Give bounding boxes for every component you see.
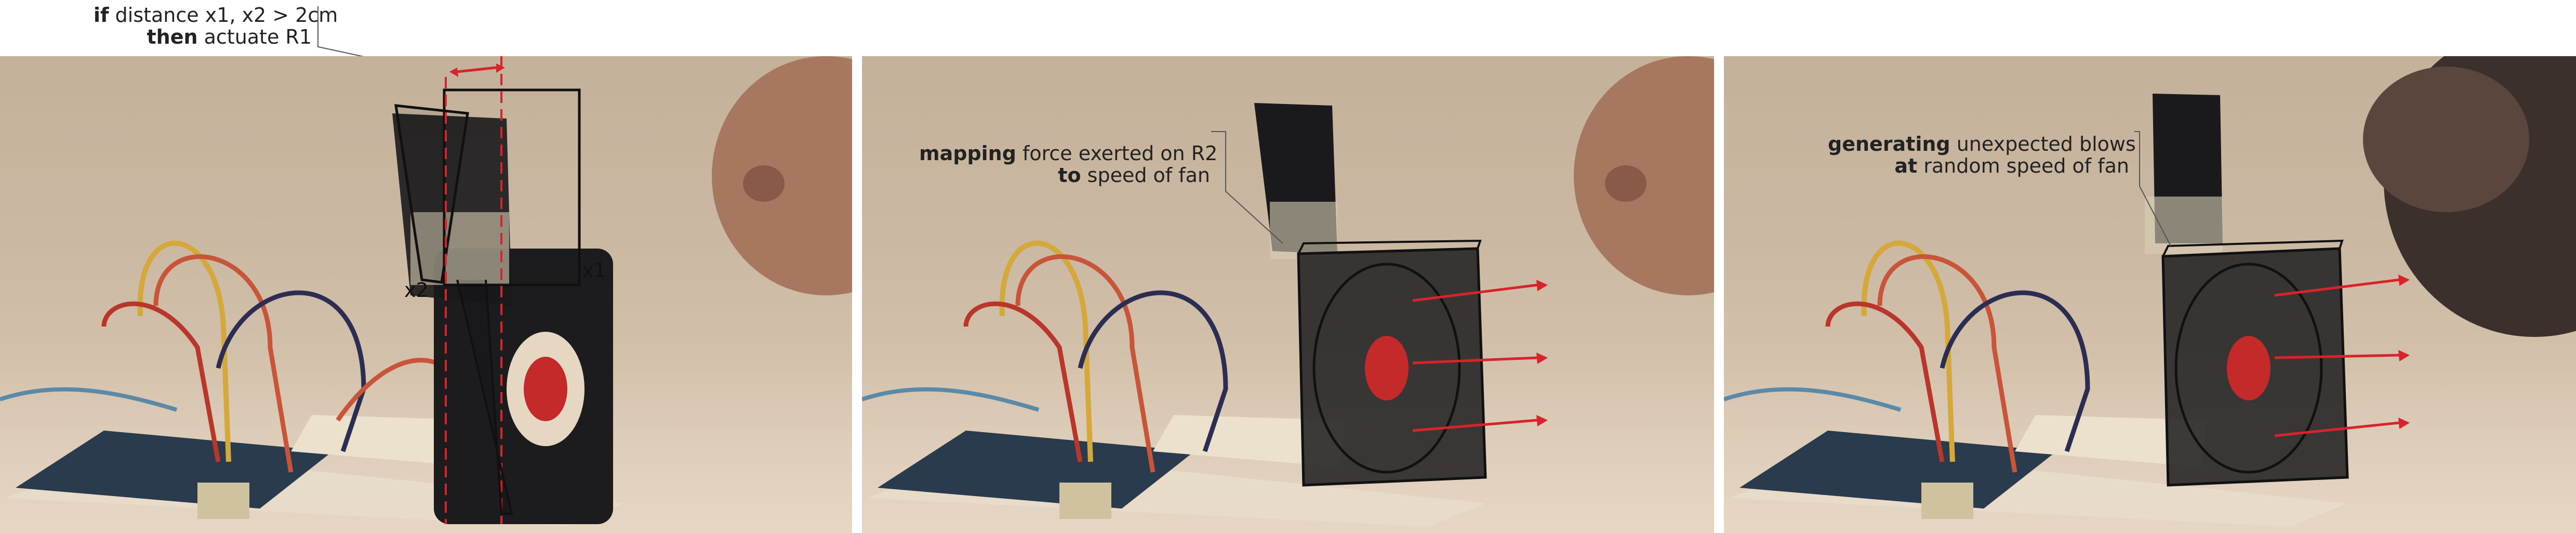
photo-panel-3: generating unexpected blows at random sp… [1724, 56, 2576, 533]
airflow-arrows-2 [1412, 283, 1538, 432]
label-x1: x1 [582, 259, 606, 282]
distance-arrow [457, 66, 497, 73]
usb-port [197, 483, 249, 519]
caption-2: mapping force exerted on R2 to speed of … [919, 142, 1218, 187]
caption-1-line-1: if distance x1, x2 > 2cm [94, 4, 338, 27]
caption-1: if distance x1, x2 > 2cm then actuate R1 [94, 4, 338, 48]
photo-panel-1: x2 x1 [0, 56, 852, 533]
panel-3-scene [1724, 56, 2576, 527]
photo-panel-2: mapping force exerted on R2 to speed of … [862, 56, 1714, 533]
arduino-board [16, 431, 333, 509]
projection-outline [456, 279, 513, 515]
caption-1-line-2: then actuate R1 [147, 25, 312, 48]
caption-3: generating unexpected blows at random sp… [1828, 133, 2136, 177]
panel-2-scene [862, 56, 1714, 527]
airflow-arrows-3 [2274, 278, 2400, 437]
caption-3-line-2: at random speed of fan [1894, 154, 2129, 177]
upright-flap-outline [443, 88, 581, 287]
panel-1-scene [0, 56, 852, 527]
label-x2: x2 [404, 279, 429, 302]
caption-2-line-1: mapping force exerted on R2 [919, 142, 1218, 165]
caption-3-line-1: generating unexpected blows [1828, 133, 2136, 155]
caption-2-line-2: to speed of fan [1058, 164, 1210, 187]
